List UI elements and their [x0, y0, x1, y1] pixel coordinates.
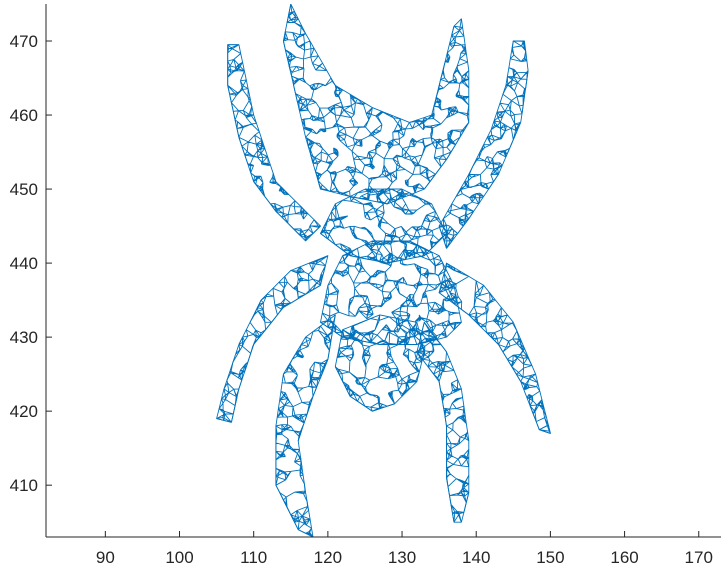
axes: 90 100 110 120 130 140 150 160 170 410 420 430 440 45… — [10, 4, 721, 567]
mesh-edges — [320, 240, 462, 345]
mesh-edges — [334, 314, 425, 412]
y-tick-label: 420 — [10, 402, 38, 421]
y-tick-label: 450 — [10, 180, 38, 199]
mesh-edges — [438, 40, 529, 249]
x-tick-label: 130 — [388, 548, 416, 567]
x-tick-label: 160 — [610, 548, 638, 567]
y-tick-label: 470 — [10, 32, 38, 51]
mesh-part-head — [282, 4, 470, 205]
mesh-part-leg-front-right — [438, 40, 529, 249]
mesh-outline — [227, 44, 321, 242]
y-tick-label: 460 — [10, 106, 38, 125]
x-tick-label: 90 — [96, 548, 115, 567]
x-tick-label: 150 — [536, 548, 564, 567]
x-tick-label: 140 — [462, 548, 490, 567]
mesh-edges — [216, 255, 329, 423]
x-tick-label: 120 — [314, 548, 342, 567]
mesh-edges — [227, 44, 321, 242]
x-tick-label: 100 — [165, 548, 193, 567]
y-tick-label: 430 — [10, 328, 38, 347]
mesh-part-leg-back-right — [416, 321, 470, 523]
mesh-part-leg-front-left — [227, 44, 321, 242]
mesh-edges — [282, 4, 470, 205]
y-tick-label: 440 — [10, 254, 38, 273]
mesh-part-leg-mid-right — [438, 262, 551, 434]
mesh-part-abdomen — [334, 314, 425, 412]
x-tick-label: 170 — [685, 548, 713, 567]
y-tick-label: 410 — [10, 476, 38, 495]
mesh-edges — [416, 322, 470, 523]
mesh-edges — [275, 314, 336, 537]
mesh-part-leg-mid-left — [216, 255, 329, 423]
mesh-edges — [320, 188, 447, 264]
x-tick-label: 110 — [240, 548, 267, 567]
mesh-part-leg-back-left — [275, 314, 336, 537]
mesh-edges — [438, 262, 551, 434]
plot-area — [216, 4, 551, 537]
mesh-part-thorax — [320, 188, 447, 264]
